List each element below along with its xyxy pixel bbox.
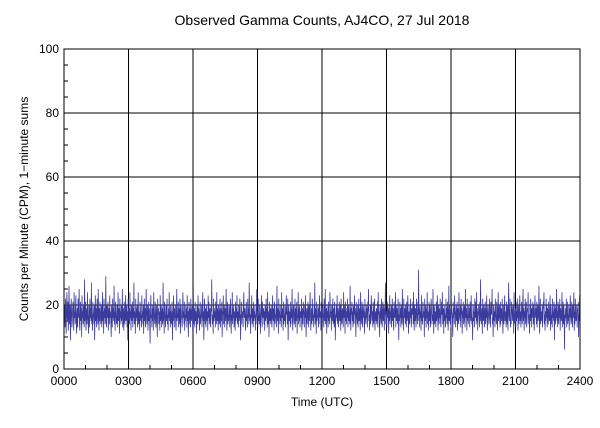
x-tick-label: 0900 xyxy=(244,374,271,388)
x-tick-labels: 0000 0300 0600 0900 1200 1500 1800 2100 2400 xyxy=(51,374,594,388)
y-tick-labels: 0 20 40 60 80 100 xyxy=(39,42,59,376)
x-tick-label: 0000 xyxy=(51,374,78,388)
x-tick-label: 2100 xyxy=(502,374,529,388)
y-tick-label: 60 xyxy=(46,170,60,184)
y-tick-label: 0 xyxy=(52,362,59,376)
y-tick-label: 80 xyxy=(46,106,60,120)
x-tick-label: 0600 xyxy=(180,374,207,388)
x-tick-label: 2400 xyxy=(567,374,594,388)
chart-title: Observed Gamma Counts, AJ4CO, 27 Jul 201… xyxy=(175,12,470,28)
x-tick-label: 1500 xyxy=(373,374,400,388)
series-group xyxy=(63,269,581,350)
x-tick-label: 0300 xyxy=(115,374,142,388)
y-tick-label: 20 xyxy=(46,298,60,312)
plot-frame xyxy=(63,48,581,370)
y-axis-label: Counts per Minute (CPM), 1−minute sums xyxy=(17,97,31,321)
x-tick-label: 1800 xyxy=(438,374,465,388)
y-tick-label: 40 xyxy=(46,234,60,248)
x-axis-label: Time (UTC) xyxy=(291,395,353,409)
x-tick-label: 1200 xyxy=(309,374,336,388)
y-tick-label: 100 xyxy=(39,42,59,56)
series-line-gamma-cpm xyxy=(63,269,581,350)
